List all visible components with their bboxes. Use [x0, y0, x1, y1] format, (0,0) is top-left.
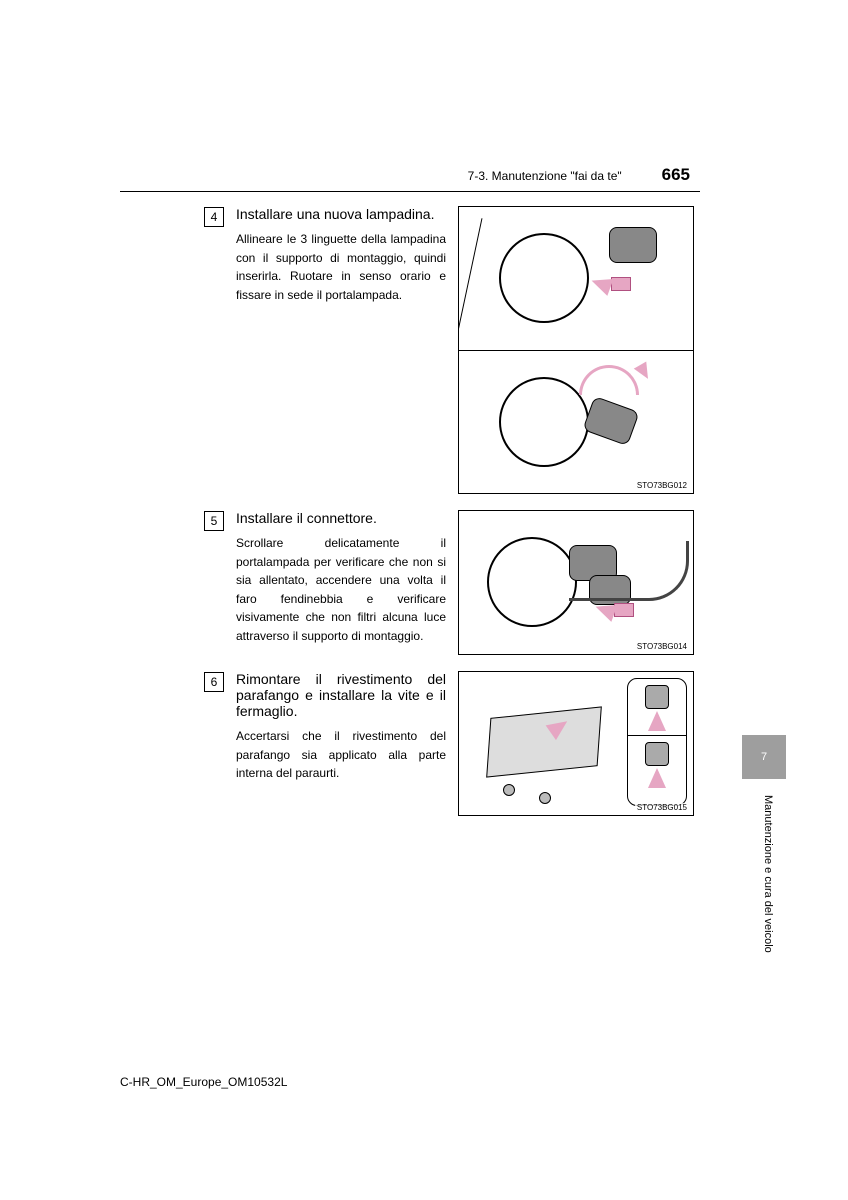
step-body: Scrollare delicatamente il portalampada …	[236, 534, 446, 646]
rotate-arrow-icon	[579, 365, 639, 395]
screw-icon	[503, 784, 515, 796]
figure-id: STO73BG015	[635, 803, 689, 812]
bulb-icon	[609, 227, 657, 263]
figure-step4: STO73BG012	[458, 206, 694, 494]
figure-step6: STO73BG015	[458, 671, 694, 816]
figure-id: STO73BG012	[635, 481, 689, 490]
step-4: 4 Installare una nuova lampadina. Alline…	[204, 206, 740, 494]
chapter-label: Manutenzione e cura del veicolo	[762, 795, 774, 953]
step-text: Installare una nuova lampadina. Allinear…	[236, 206, 446, 494]
chapter-number: 7	[761, 751, 767, 763]
step-number-box: 5	[204, 511, 224, 531]
figure-column: STO73BG015	[458, 671, 694, 816]
step-title: Installare il connettore.	[236, 510, 446, 526]
figure-column: STO73BG012	[458, 206, 694, 494]
fender-liner-icon	[486, 706, 602, 777]
inset-divider	[628, 735, 686, 736]
screw-icon	[539, 792, 551, 804]
outline-line	[458, 218, 482, 336]
step-text: Rimontare il rivestimento del parafango …	[236, 671, 446, 816]
header-rule	[120, 191, 700, 192]
clip-inset	[627, 678, 687, 806]
step-5: 5 Installare il connettore. Scrollare de…	[204, 510, 740, 655]
arrow-head-icon	[634, 361, 654, 382]
step-number: 5	[211, 514, 218, 528]
doc-footer: C-HR_OM_Europe_OM10532L	[120, 1075, 287, 1089]
cable-icon	[569, 541, 689, 601]
headlamp-housing-icon	[487, 537, 577, 627]
step-6: 6 Rimontare il rivestimento del parafang…	[204, 671, 740, 816]
clip-bottom-icon	[645, 742, 669, 766]
figure-step5: STO73BG014	[458, 510, 694, 655]
section-path: 7-3. Manutenzione "fai da te"	[468, 169, 622, 183]
figure-divider	[459, 350, 693, 351]
step-title: Installare una nuova lampadina.	[236, 206, 446, 222]
step-number: 6	[211, 675, 218, 689]
arrow-icon	[611, 277, 631, 291]
step-title: Rimontare il rivestimento del parafango …	[236, 671, 446, 719]
page-header: 7-3. Manutenzione "fai da te" 665	[120, 165, 740, 185]
step-body: Accertarsi che il rivestimento del paraf…	[236, 727, 446, 783]
step-text: Installare il connettore. Scrollare deli…	[236, 510, 446, 655]
step-number-box: 6	[204, 672, 224, 692]
page-number: 665	[662, 165, 690, 185]
bulb-socket-icon	[582, 396, 639, 446]
step-number-box: 4	[204, 207, 224, 227]
headlamp-housing-icon	[499, 233, 589, 323]
figure-column: STO73BG014	[458, 510, 694, 655]
clip-top-icon	[645, 685, 669, 709]
step-number: 4	[211, 210, 218, 224]
step-body: Allineare le 3 linguette della lampadina…	[236, 230, 446, 304]
figure-id: STO73BG014	[635, 642, 689, 651]
arrow-up-icon	[648, 711, 666, 731]
arrow-icon	[589, 272, 614, 296]
content-area: 4 Installare una nuova lampadina. Alline…	[120, 206, 740, 816]
page-content: 7-3. Manutenzione "fai da te" 665 4 Inst…	[120, 165, 740, 832]
arrow-up-icon	[648, 768, 666, 788]
chapter-tab: 7	[742, 735, 786, 779]
headlamp-housing-icon	[499, 377, 589, 467]
